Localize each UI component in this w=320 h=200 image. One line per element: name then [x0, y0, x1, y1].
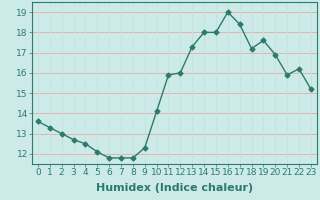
X-axis label: Humidex (Indice chaleur): Humidex (Indice chaleur)	[96, 183, 253, 193]
